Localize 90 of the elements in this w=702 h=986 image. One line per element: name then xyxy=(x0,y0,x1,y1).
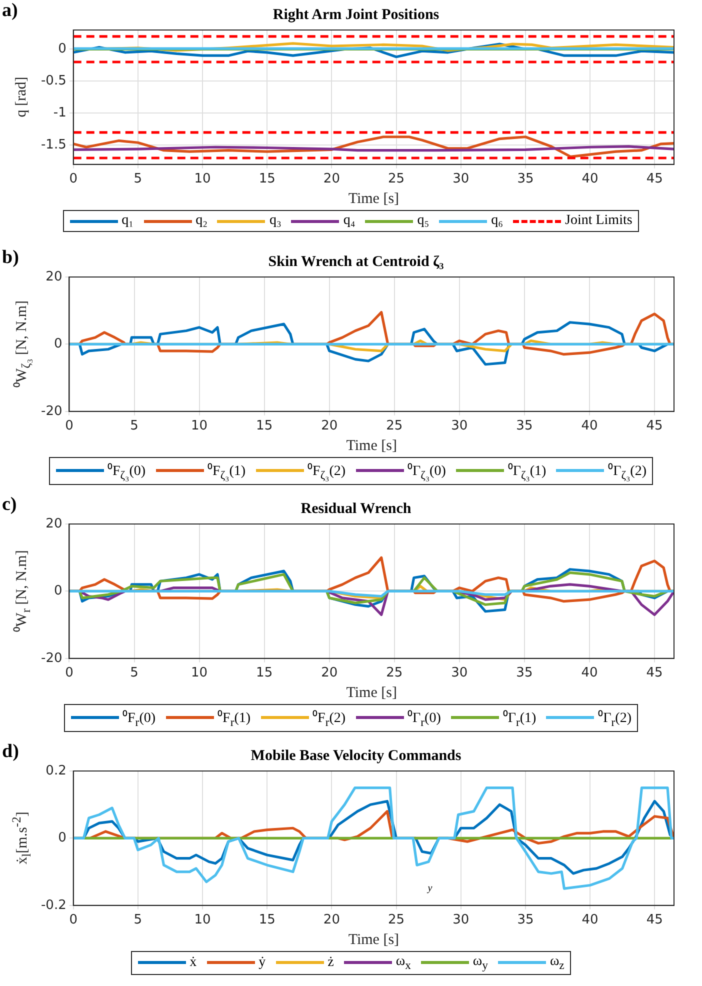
legend-label: ω$_{y}$ xyxy=(472,954,488,972)
legend-label: q₂ xyxy=(196,213,208,229)
x-tick-label: 35 xyxy=(517,912,534,928)
y-tick-label: -1 xyxy=(53,106,66,121)
x-tick-label: 10 xyxy=(191,418,208,434)
x-tick-label: 40 xyxy=(582,912,598,928)
text: b) xyxy=(2,247,19,269)
y-tick-label: -0.5 xyxy=(40,74,66,89)
x-axis-title: Time [s] xyxy=(348,932,400,948)
x-tick-label: 20 xyxy=(323,912,340,928)
text: c) xyxy=(2,494,17,516)
x-tick-label: 10 xyxy=(194,912,211,928)
x-tick-label: 25 xyxy=(388,172,405,187)
legend-label: ⁰Γ$_{ζ₃}$(1) xyxy=(508,462,546,482)
legend-label: ⁰Γ$_{ζ₃}$(2) xyxy=(608,462,646,482)
x-tick-label: 20 xyxy=(321,666,338,681)
legend-label: ⁰F$_{ζ₃}$(1) xyxy=(208,462,246,482)
chart-title: Right Arm Joint Positions xyxy=(272,6,440,23)
x-tick-label: 40 xyxy=(581,666,598,681)
y-tick-label: -0.2 xyxy=(40,898,66,913)
x-tick-label: 35 xyxy=(517,172,534,187)
legend-label: ⁰F$_{r}$(2) xyxy=(312,709,346,729)
y-tick-label: 0 xyxy=(58,42,66,57)
chart-title: Skin Wrench at Centroid ζ₃ xyxy=(268,254,444,270)
legend-label: ω$_{x}$ xyxy=(396,954,411,972)
chart-title: Mobile Base Velocity Commands xyxy=(250,748,462,764)
legend-label: ẋ xyxy=(190,954,197,971)
annotation: y xyxy=(428,883,432,894)
legend-label: ⁰F$_{ζ₃}$(0) xyxy=(108,462,146,482)
legend-label: ż xyxy=(328,954,334,971)
x-tick-label: 30 xyxy=(451,418,468,434)
y-axis-title: q [rad] xyxy=(14,76,30,118)
x-tick-label: 10 xyxy=(194,172,211,187)
y-tick-label: 0 xyxy=(54,584,62,599)
x-tick-label: 30 xyxy=(452,912,470,928)
legend-label: q₄ xyxy=(343,213,356,229)
x-tick-label: 45 xyxy=(646,172,663,187)
legend-label: ẏ xyxy=(258,954,266,971)
x-tick-label: 45 xyxy=(646,912,663,928)
x-tick-label: 25 xyxy=(388,912,405,928)
x-tick-label: 20 xyxy=(323,172,340,187)
legend-label: Joint Limits xyxy=(565,213,632,229)
legend-label: q₆ xyxy=(491,213,504,229)
legend-label: q₃ xyxy=(269,213,282,229)
legend-label: ⁰Γ$_{r}$(0) xyxy=(408,709,441,729)
y-tick-label: -20 xyxy=(41,404,62,419)
x-tick-label: 30 xyxy=(452,172,470,187)
x-tick-label: 5 xyxy=(134,172,142,187)
x-tick-label: 40 xyxy=(582,172,598,187)
x-tick-label: 45 xyxy=(646,666,663,681)
y-tick-label: 20 xyxy=(46,269,62,284)
y-tick-label: 0 xyxy=(54,336,62,352)
legend-label: q₅ xyxy=(417,213,430,229)
y-tick-label: -1.5 xyxy=(40,138,66,153)
y-tick-label: 20 xyxy=(46,516,62,532)
legend-label: ω$_{z}$ xyxy=(550,954,564,972)
x-tick-label: 40 xyxy=(581,418,598,434)
x-tick-label: 45 xyxy=(646,418,663,434)
legend-label: ⁰Γ$_{r}$(1) xyxy=(502,709,536,729)
x-tick-label: 30 xyxy=(451,666,468,681)
legend-label: q₁ xyxy=(122,213,134,229)
x-tick-label: 5 xyxy=(134,912,142,928)
y-tick-label: 0 xyxy=(58,830,66,846)
x-tick-label: 15 xyxy=(256,666,273,681)
chart-title: Residual Wrench xyxy=(300,500,412,517)
text: d) xyxy=(2,741,19,763)
y-tick-label: -20 xyxy=(41,650,62,666)
x-axis-title: Time [s] xyxy=(346,438,397,454)
x-tick-label: 25 xyxy=(386,666,403,681)
legend-label: ⁰F$_{ζ₃}$(2) xyxy=(308,462,346,482)
x-tick-label: 0 xyxy=(69,912,78,928)
x-tick-label: 15 xyxy=(258,912,276,928)
x-tick-label: 15 xyxy=(256,418,273,434)
x-tick-label: 0 xyxy=(69,172,78,187)
x-tick-label: 35 xyxy=(516,666,533,681)
x-axis-title: Time [s] xyxy=(348,190,400,207)
x-tick-label: 10 xyxy=(191,666,208,681)
x-tick-label: 25 xyxy=(386,418,403,434)
legend-label: ⁰F$_{r}$(0) xyxy=(122,709,156,729)
y-tick-label: 0.2 xyxy=(46,763,66,778)
x-tick-label: 5 xyxy=(130,418,138,434)
x-tick-label: 15 xyxy=(258,172,276,187)
x-axis-title: Time [s] xyxy=(346,684,397,701)
x-tick-label: 20 xyxy=(321,418,338,434)
legend-label: ⁰Γ$_{ζ₃}$(0) xyxy=(408,462,446,482)
text: a) xyxy=(2,0,18,22)
legend-label: ⁰F$_{r}$(1) xyxy=(218,709,251,729)
legend-label: ⁰Γ$_{r}$(2) xyxy=(598,709,632,729)
x-tick-label: 35 xyxy=(516,418,533,434)
x-tick-label: 5 xyxy=(130,666,138,681)
